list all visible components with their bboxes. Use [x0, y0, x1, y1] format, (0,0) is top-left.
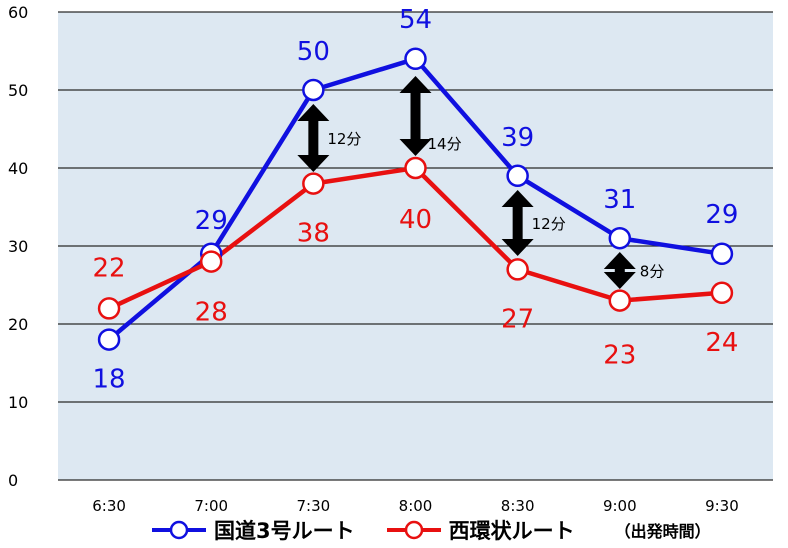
- x-tick-label: 8:30: [501, 497, 535, 515]
- legend-item-west-ring-route: 西環状ルート: [385, 515, 575, 545]
- data-point: [506, 164, 529, 188]
- double-arrow-icon: [399, 76, 432, 156]
- x-tick-label: 9:30: [705, 497, 739, 515]
- data-label: 40: [399, 205, 432, 235]
- data-point: [404, 47, 427, 71]
- data-point: [608, 289, 632, 312]
- y-axis-ticks: 0 10 20 30 40 50 60: [8, 3, 28, 490]
- data-label: 22: [93, 253, 126, 283]
- legend-swatch-blue: [152, 520, 206, 540]
- data-label: 28: [195, 298, 228, 328]
- data-label: 54: [399, 5, 432, 35]
- y-tick-label: 0: [8, 471, 18, 490]
- y-tick-label: 20: [8, 315, 28, 334]
- data-point: [506, 258, 529, 281]
- difference-label: 12分: [327, 130, 361, 148]
- data-point: [710, 281, 734, 305]
- data-label: 23: [603, 341, 636, 371]
- legend: 国道3号ルート 西環状ルート （出発時間）: [150, 516, 711, 544]
- y-tick-label: 30: [8, 237, 28, 256]
- data-label: 31: [603, 185, 636, 215]
- x-tick-label: 7:30: [297, 497, 331, 515]
- data-label: 18: [93, 365, 126, 395]
- data-labels: 18 29 50 54 39 31 29 22 28 38 40 27 23 24: [93, 5, 739, 395]
- data-point: [199, 250, 223, 273]
- y-tick-label: 10: [8, 393, 28, 412]
- data-point: [302, 172, 325, 195]
- data-label: 27: [501, 304, 534, 334]
- data-point: [404, 156, 427, 180]
- data-point: [302, 78, 325, 102]
- data-point: [710, 242, 734, 266]
- difference-arrows: 12分 14分 12分 8分: [297, 76, 664, 289]
- data-label: 38: [297, 219, 330, 249]
- data-label: 39: [501, 123, 534, 153]
- x-tick-label: 6:30: [92, 497, 126, 515]
- legend-label-west-ring-route: 西環状ルート: [448, 519, 575, 543]
- data-label: 50: [297, 37, 330, 67]
- y-tick-label: 50: [8, 81, 28, 100]
- x-tick-label: 7:00: [194, 497, 228, 515]
- x-tick-label: 9:00: [603, 497, 637, 515]
- data-label: 29: [705, 200, 738, 230]
- legend-label-national-route: 国道3号ルート: [214, 519, 355, 543]
- y-tick-label: 40: [8, 159, 28, 178]
- legend-swatch-red: [386, 520, 441, 540]
- double-arrow-icon: [297, 104, 330, 172]
- data-point: [97, 297, 121, 320]
- x-axis-unit-label: （出発時間）: [614, 522, 711, 541]
- data-label: 29: [195, 206, 228, 236]
- x-axis-ticks: 6:30 7:00 7:30 8:00 8:30 9:00 9:30: [92, 497, 739, 515]
- double-arrow-icon: [603, 252, 636, 289]
- data-label: 24: [705, 328, 738, 358]
- data-point: [97, 328, 121, 351]
- y-tick-label: 60: [8, 3, 28, 22]
- double-arrow-icon: [501, 190, 534, 256]
- difference-label: 8分: [640, 263, 665, 281]
- x-tick-label: 8:00: [399, 497, 433, 515]
- legend-item-national-route: 国道3号ルート: [150, 515, 355, 545]
- series-layer: [97, 47, 734, 351]
- difference-label: 14分: [428, 135, 462, 153]
- data-point: [608, 226, 632, 250]
- difference-label: 12分: [532, 215, 566, 233]
